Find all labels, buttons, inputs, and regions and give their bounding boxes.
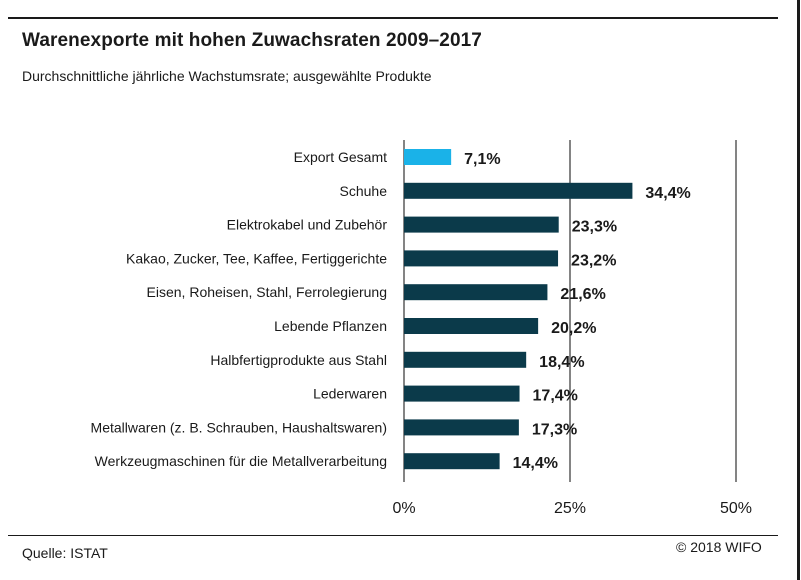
category-label: Werkzeugmaschinen für die Metallverarbei…: [95, 453, 387, 469]
bottom-rule: [8, 535, 778, 536]
value-label: 23,2%: [571, 252, 616, 269]
bar: [404, 385, 520, 402]
copyright-note: © 2018 WIFO: [676, 539, 762, 555]
bar: [404, 419, 519, 436]
chart-title: Warenexporte mit hohen Zuwachsraten 2009…: [22, 30, 482, 51]
category-label: Lebende Pflanzen: [274, 318, 387, 334]
chart-subtitle: Durchschnittliche jährliche Wachstumsrat…: [22, 68, 432, 84]
category-label: Export Gesamt: [294, 149, 387, 165]
value-label: 18,4%: [539, 354, 584, 371]
bar: [404, 318, 539, 334]
x-tick-label: 0%: [392, 500, 415, 517]
bar-chart: 0% 25% 50% Export Gesamt 7,1% Schuhe 34,4% Elek…: [91, 140, 752, 517]
bar: [404, 216, 559, 233]
category-label: Eisen, Roheisen, Stahl, Ferrolegierung: [147, 284, 387, 300]
bar: [404, 250, 559, 267]
value-label: 14,4%: [513, 455, 558, 472]
category-label: Lederwaren: [313, 386, 387, 402]
bar: [404, 149, 452, 165]
bar: [404, 182, 633, 199]
top-rule: [8, 17, 778, 19]
x-tick-label: 50%: [720, 500, 752, 517]
value-label: 17,3%: [532, 421, 577, 438]
value-label: 23,3%: [572, 219, 617, 236]
bar: [404, 351, 527, 368]
value-label: 34,4%: [645, 185, 690, 202]
category-label: Halbfertigprodukte aus Stahl: [210, 352, 387, 368]
right-edge-border: [797, 0, 800, 580]
source-note: Quelle: ISTAT: [22, 545, 108, 561]
category-label: Metallwaren (z. B. Schrauben, Haushaltsw…: [91, 419, 387, 435]
category-label: Kakao, Zucker, Tee, Kaffee, Fertiggerich…: [126, 250, 387, 266]
bar: [404, 284, 548, 301]
value-label: 7,1%: [464, 151, 500, 168]
value-label: 17,4%: [533, 388, 578, 405]
value-label: 20,2%: [551, 320, 596, 337]
category-label: Elektrokabel und Zubehör: [227, 217, 388, 233]
value-label: 21,6%: [560, 286, 605, 303]
bar: [404, 453, 500, 470]
category-label: Schuhe: [340, 183, 388, 199]
x-tick-label: 25%: [554, 500, 586, 517]
